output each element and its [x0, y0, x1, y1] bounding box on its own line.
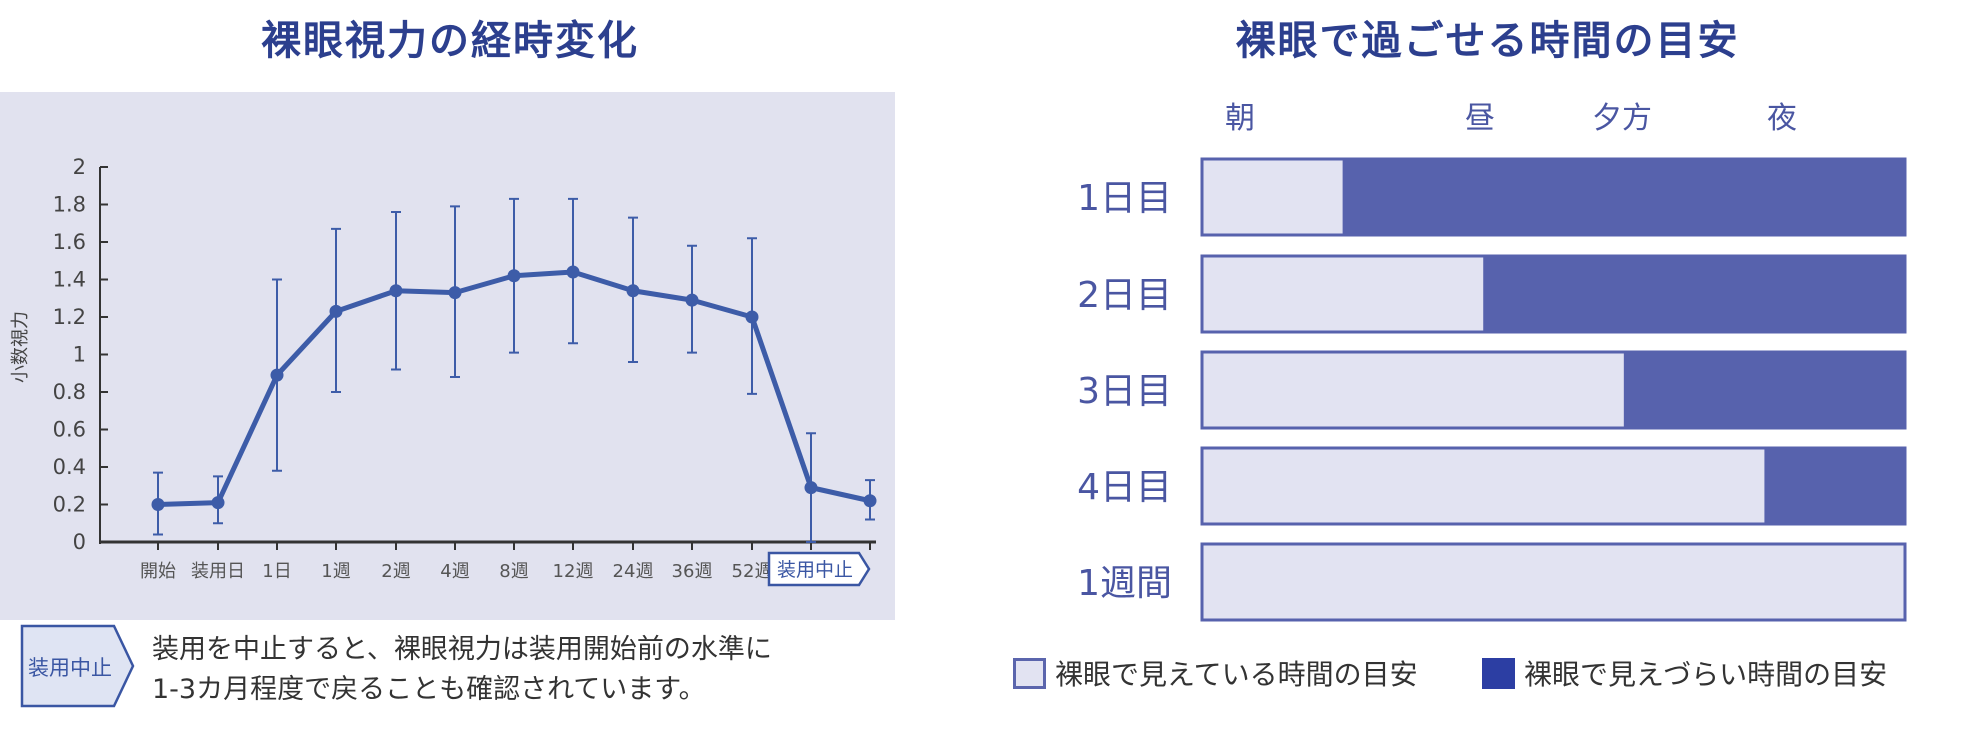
y-tick-label: 0.8: [53, 380, 86, 404]
data-point: [270, 368, 284, 382]
bar-visible: [1202, 159, 1343, 235]
data-point: [507, 269, 521, 283]
time-label: 夕方: [1592, 101, 1652, 136]
row-label: 3日目: [1077, 371, 1172, 412]
stop-marker-badge: [767, 551, 871, 587]
time-label: 夜: [1767, 101, 1797, 136]
right-chart-title: 裸眼で過ごせる時間の目安: [1235, 18, 1740, 64]
y-tick-label: 2: [73, 155, 86, 179]
y-tick-label: 1.4: [53, 268, 86, 292]
left-chart-title: 裸眼視力の経時変化: [261, 18, 639, 64]
y-tick-label: 0: [73, 530, 86, 554]
data-point: [626, 284, 640, 298]
legend-swatch-hard-to-see: [1482, 657, 1515, 689]
legend-label-hard-to-see: 裸眼で見えづらい時間の目安: [1524, 658, 1888, 691]
plot-background: [0, 92, 895, 620]
legend-item-hard-to-see: 裸眼で見えづらい時間の目安: [1482, 655, 1887, 691]
data-point: [389, 284, 403, 298]
row-label: 4日目: [1077, 467, 1172, 508]
note-line-1: 装用を中止すると、裸眼視力は装用開始前の水準に: [152, 634, 772, 665]
x-tick-label: 36週: [672, 561, 713, 582]
x-tick-label: 24週: [613, 561, 654, 582]
bar-visible: [1202, 256, 1484, 332]
y-tick-label: 0.4: [53, 455, 86, 479]
x-tick-label: 装用日: [191, 561, 245, 582]
x-tick-label: 1週: [321, 561, 350, 582]
bar-hard-to-see: [1623, 352, 1905, 428]
bar-outline: [1200, 157, 1907, 237]
y-tick-label: 1: [73, 343, 86, 367]
x-tick-label: 8週: [499, 561, 528, 582]
bar-outline: [1200, 254, 1907, 334]
data-point: [863, 494, 877, 508]
bar-outline: [1200, 542, 1907, 622]
bar-outline: [1200, 350, 1907, 430]
time-label: 昼: [1465, 101, 1495, 136]
y-axis-label: 小数視力: [10, 311, 31, 383]
x-tick-label: 2週: [381, 561, 410, 582]
time-label: 朝: [1225, 101, 1255, 136]
x-tick-label: 12週: [553, 561, 594, 582]
bar-hard-to-see: [1342, 159, 1905, 235]
stop-marker-label: 装用中止: [777, 559, 853, 581]
bar-hard-to-see: [1764, 448, 1905, 524]
data-point: [685, 293, 699, 307]
data-point: [566, 265, 580, 279]
note-text: 装用を中止すると、裸眼視力は装用開始前の水準に 1-3カ月程度で戻ることも確認さ…: [152, 630, 772, 710]
x-tick-label: 1日: [262, 561, 291, 582]
bar-visible: [1202, 448, 1765, 524]
row-label: 1週間: [1077, 563, 1172, 604]
y-tick-label: 0.2: [53, 493, 86, 517]
data-point: [804, 481, 818, 495]
y-tick-label: 0.6: [53, 418, 86, 442]
legend-label-visible: 裸眼で見えている時間の目安: [1055, 658, 1418, 691]
data-point: [329, 304, 343, 318]
bar-outline: [1200, 446, 1907, 526]
bar-visible: [1202, 544, 1905, 620]
data-point: [745, 310, 759, 324]
stop-wearing-badge: 装用中止: [20, 624, 135, 708]
data-point: [448, 286, 462, 300]
legend-swatch-visible: [1013, 657, 1046, 689]
stop-wearing-badge-label: 装用中止: [28, 656, 112, 680]
row-label: 2日目: [1077, 275, 1172, 316]
x-tick-label: 52週: [732, 561, 773, 582]
naked-eye-time-bar-chart: 朝 昼 夕方 夜 1日目 2日目 3日目 4日目 1週間: [1077, 101, 1907, 622]
bar-visible: [1202, 352, 1624, 428]
y-tick-label: 1.6: [53, 230, 86, 254]
data-point: [211, 496, 225, 510]
data-point: [151, 498, 165, 511]
legend-item-visible: 裸眼で見えている時間の目安: [1013, 655, 1418, 691]
x-tick-label: 4週: [440, 561, 469, 582]
bar-hard-to-see: [1483, 256, 1905, 332]
note-line-2: 1-3カ月程度で戻ることも確認されています。: [152, 674, 706, 705]
y-tick-label: 1.2: [53, 305, 86, 329]
x-tick-label: 開始: [140, 561, 176, 582]
y-tick-label: 1.8: [53, 193, 86, 217]
row-label: 1日目: [1077, 178, 1172, 219]
